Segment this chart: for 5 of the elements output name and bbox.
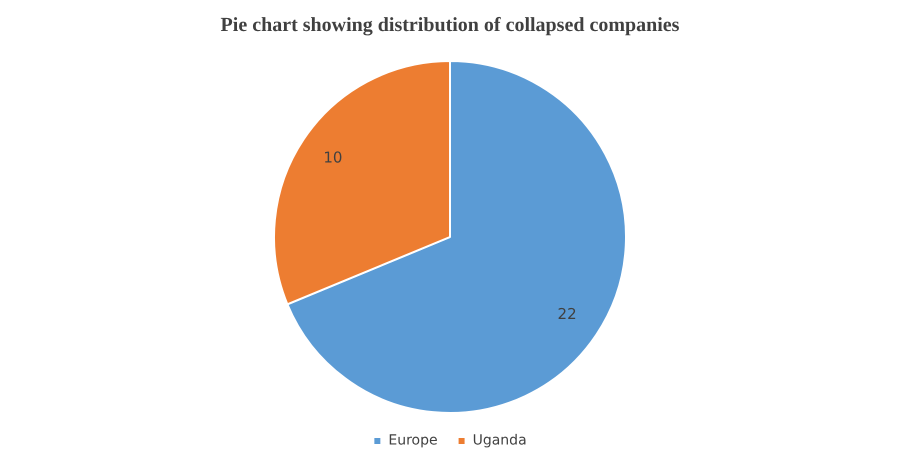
data-label: 22 — [558, 305, 577, 324]
chart-title: Pie chart showing distribution of collapsed companies — [220, 14, 680, 36]
data-label: 10 — [323, 148, 342, 167]
legend-label: Europe — [388, 432, 438, 449]
legend-label: Uganda — [472, 432, 527, 449]
